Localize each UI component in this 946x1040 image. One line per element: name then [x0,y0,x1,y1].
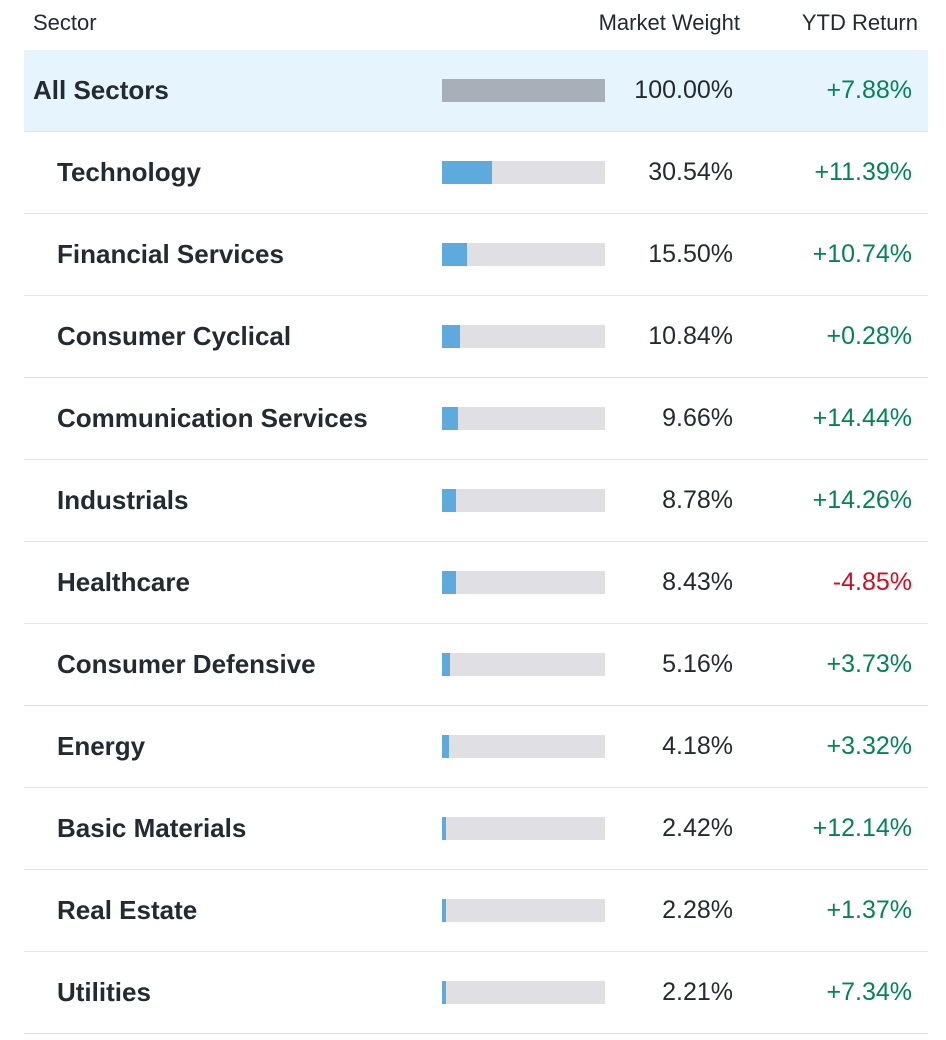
ytd-return-value: +3.73% [826,650,913,678]
market-weight-bar-fill [442,653,451,676]
market-weight-bar [442,325,605,348]
table-row[interactable]: Consumer Cyclical 10.84% +0.28% [24,296,928,378]
market-weight-value: 4.18% [662,732,733,760]
market-weight-bar-fill [442,899,446,922]
sector-name[interactable]: Utilities [57,977,151,1007]
market-weight-bar-fill [442,735,449,758]
ytd-return-value: +14.44% [812,404,912,432]
market-weight-bar [442,489,605,512]
market-weight-bar [442,571,605,594]
market-weight-value: 8.43% [662,568,733,596]
market-weight-value: 2.28% [662,896,733,924]
column-header-ytd-return[interactable]: YTD Return [801,10,918,35]
market-weight-value: 10.84% [648,322,733,350]
table-row-all-sectors[interactable]: All Sectors 100.00% +7.88% [24,50,928,132]
ytd-return-value: +7.34% [826,978,913,1006]
sector-name[interactable]: Consumer Defensive [57,649,316,679]
table-row[interactable]: Technology 30.54% +11.39% [24,132,928,214]
table-row[interactable]: Healthcare 8.43% -4.85% [24,542,928,624]
market-weight-bar-fill [442,981,446,1004]
market-weight-bar [442,981,605,1004]
market-weight-bar [442,243,605,266]
sector-name[interactable]: Basic Materials [57,813,247,843]
market-weight-value: 8.78% [662,486,733,514]
table-row[interactable]: Financial Services 15.50% +10.74% [24,214,928,296]
market-weight-bar-fill [442,407,458,430]
table-row[interactable]: Real Estate 2.28% +1.37% [24,870,928,952]
table-row[interactable]: Consumer Defensive 5.16% +3.73% [24,624,928,706]
market-weight-bar [442,817,605,840]
sector-name[interactable]: Healthcare [57,567,190,597]
ytd-return-value: -4.85% [832,568,912,596]
ytd-return-value: +11.39% [814,158,912,186]
market-weight-bar-fill [442,161,492,184]
sector-name[interactable]: Financial Services [57,239,284,269]
sector-name[interactable]: Technology [57,157,201,187]
sector-name[interactable]: Industrials [57,485,189,515]
market-weight-bar-fill [442,243,468,266]
market-weight-bar-fill [442,79,605,102]
table-body: All Sectors 100.00% +7.88% Technology 30.54%… [24,50,928,1034]
ytd-return-value: +14.26% [812,486,912,514]
table-row[interactable]: Utilities 2.21% +7.34% [24,952,928,1034]
market-weight-bar [442,161,605,184]
market-weight-bar-fill [442,571,456,594]
market-weight-value: 9.66% [662,404,733,432]
market-weight-value: 100.00% [634,76,733,104]
market-weight-bar [442,79,605,102]
market-weight-value: 2.42% [662,814,733,842]
ytd-return-value: +7.88% [826,76,913,104]
market-weight-value: 2.21% [662,978,733,1006]
sector-name[interactable]: Real Estate [57,895,198,925]
table-row[interactable]: Energy 4.18% +3.32% [24,706,928,788]
table-row[interactable]: Industrials 8.78% +14.26% [24,460,928,542]
market-weight-value: 5.16% [662,650,733,678]
market-weight-bar-fill [442,489,457,512]
column-header-sector[interactable]: Sector [33,10,97,35]
sector-name[interactable]: Energy [57,731,146,761]
ytd-return-value: +12.14% [812,814,912,842]
sector-table: Sector Market Weight YTD Return All Sect… [24,0,928,1034]
market-weight-value: 15.50% [648,240,733,268]
table-row[interactable]: Communication Services 9.66% +14.44% [24,378,928,460]
table-row[interactable]: Basic Materials 2.42% +12.14% [24,788,928,870]
market-weight-bar [442,899,605,922]
ytd-return-value: +10.74% [812,240,912,268]
market-weight-bar-fill [442,817,446,840]
ytd-return-value: +3.32% [826,732,913,760]
sector-name[interactable]: All Sectors [33,75,169,105]
market-weight-bar [442,653,605,676]
ytd-return-value: +0.28% [826,322,913,350]
sector-name[interactable]: Communication Services [57,403,368,433]
market-weight-bar-fill [442,325,460,348]
column-header-market-weight[interactable]: Market Weight [598,10,740,35]
table-header: Sector Market Weight YTD Return [24,0,928,50]
sector-name[interactable]: Consumer Cyclical [57,321,292,351]
market-weight-bar [442,407,605,430]
market-weight-bar [442,735,605,758]
ytd-return-value: +1.37% [826,896,913,924]
market-weight-value: 30.54% [648,158,733,186]
